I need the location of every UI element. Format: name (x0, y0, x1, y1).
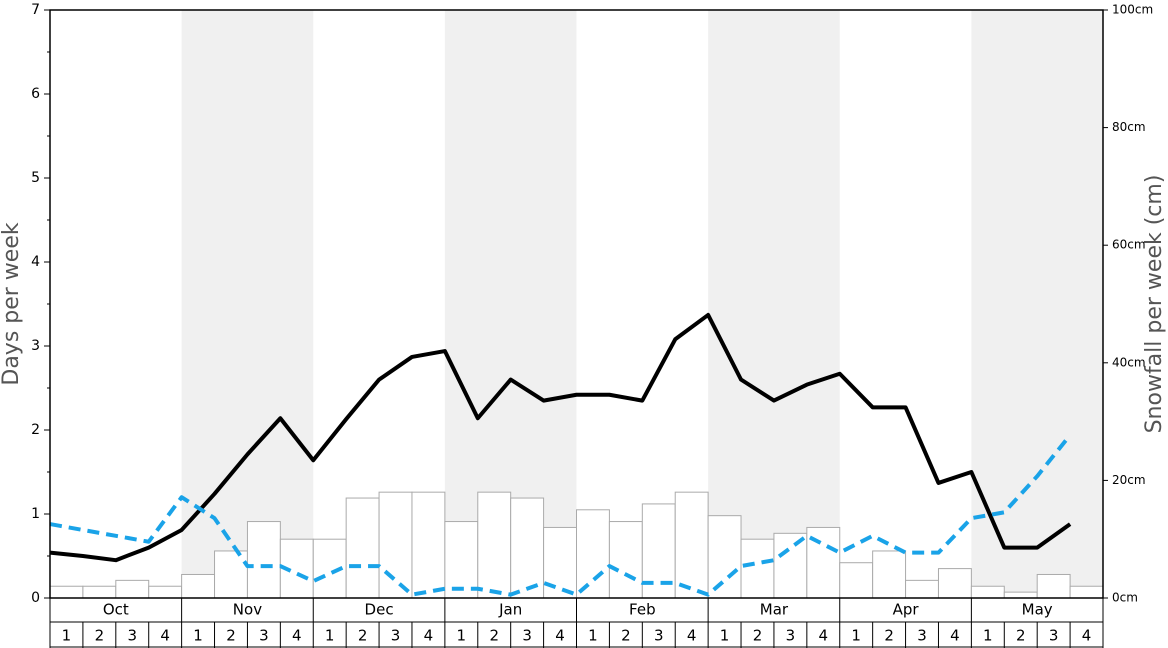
y-tick-label: 4 (31, 254, 40, 270)
x-tick-label: 1 (325, 627, 335, 645)
y-tick-label: 5 (31, 170, 40, 186)
x-tick-label: 2 (95, 627, 105, 645)
bar (181, 573, 216, 599)
x-tick-label: 4 (687, 627, 697, 645)
line (49, 312, 1072, 563)
x-tick-label: 1 (62, 627, 72, 645)
x-tick-label: 4 (950, 627, 960, 645)
bar (970, 585, 1005, 599)
bar (477, 491, 512, 599)
month-label: Oct (103, 601, 129, 619)
bar (49, 585, 84, 599)
x-tick-label: 2 (226, 627, 236, 645)
x-tick-label: 2 (621, 627, 631, 645)
bar (707, 515, 742, 599)
y2-tick-label: 100cm (1112, 3, 1153, 17)
x-tick-label: 2 (884, 627, 894, 645)
x-tick-label: 3 (522, 627, 532, 645)
bar (510, 497, 545, 599)
bar (937, 568, 972, 599)
x-tick-label: 4 (819, 627, 829, 645)
month-label: Dec (365, 601, 394, 619)
x-tick-label: 2 (753, 627, 763, 645)
y-axis-title: Days per week (0, 222, 24, 385)
y-tick-label: 1 (31, 506, 40, 522)
bar (905, 579, 939, 599)
y2-tick-label: 40cm (1112, 355, 1146, 369)
x-tick-label: 3 (786, 627, 796, 645)
month-label: Nov (233, 601, 262, 619)
y-tick-label: 7 (31, 2, 40, 18)
bar (411, 491, 446, 599)
x-tick-label: 4 (292, 627, 302, 645)
x-tick-label: 2 (489, 627, 499, 645)
bar (1003, 591, 1038, 599)
month-label: Jan (498, 601, 522, 619)
bar (839, 562, 874, 599)
bar (576, 509, 610, 599)
bar (246, 521, 281, 599)
y2-tick-label: 80cm (1112, 120, 1146, 134)
bar (740, 538, 775, 599)
x-tick-label: 3 (127, 627, 137, 645)
x-tick-label: 3 (654, 627, 664, 645)
x-tick-label: 3 (917, 627, 927, 645)
bar (1069, 585, 1104, 599)
month-label: May (1022, 601, 1053, 619)
bar (872, 550, 907, 599)
x-tick-label: 1 (720, 627, 730, 645)
x-tick-label: 3 (259, 627, 269, 645)
bar (378, 491, 413, 599)
bar (214, 550, 248, 599)
bar (674, 491, 709, 599)
x-tick-label: 1 (983, 627, 993, 645)
bar (1036, 573, 1071, 599)
x-tick-label: 4 (555, 627, 565, 645)
x-tick-label: 1 (851, 627, 861, 645)
x-tick-label: 2 (358, 627, 368, 645)
bar (444, 521, 479, 599)
month-label: Mar (760, 601, 789, 619)
x-tick-label: 1 (193, 627, 203, 645)
y2-tick-label: 0cm (1112, 591, 1138, 605)
x-tick-label: 3 (391, 627, 401, 645)
x-tick-label: 4 (1082, 627, 1092, 645)
bar (148, 585, 183, 599)
bar (345, 497, 380, 599)
x-tick-label: 4 (160, 627, 170, 645)
x-tick-label: 3 (1049, 627, 1059, 645)
y2-tick-label: 60cm (1112, 238, 1146, 252)
x-tick-label: 4 (424, 627, 434, 645)
line (49, 433, 1072, 597)
month-band (181, 10, 314, 598)
month-band (971, 10, 1103, 598)
bar (82, 585, 117, 599)
month-band (708, 10, 840, 598)
month-label: Apr (893, 601, 920, 619)
month-label: Feb (629, 601, 656, 619)
y-tick-label: 2 (31, 422, 40, 438)
bar (608, 521, 643, 599)
bar (773, 532, 808, 599)
x-tick-label: 2 (1016, 627, 1026, 645)
x-tick-label: 1 (457, 627, 467, 645)
y2-tick-label: 20cm (1112, 473, 1146, 487)
bar (543, 526, 577, 599)
y-tick-label: 3 (31, 338, 40, 354)
x-tick-label: 1 (588, 627, 598, 645)
y2-axis-title: Snowfall per week (cm) (1142, 175, 1167, 434)
y-tick-label: 0 (31, 590, 40, 606)
y-tick-label: 6 (31, 86, 40, 102)
bar (115, 579, 150, 599)
